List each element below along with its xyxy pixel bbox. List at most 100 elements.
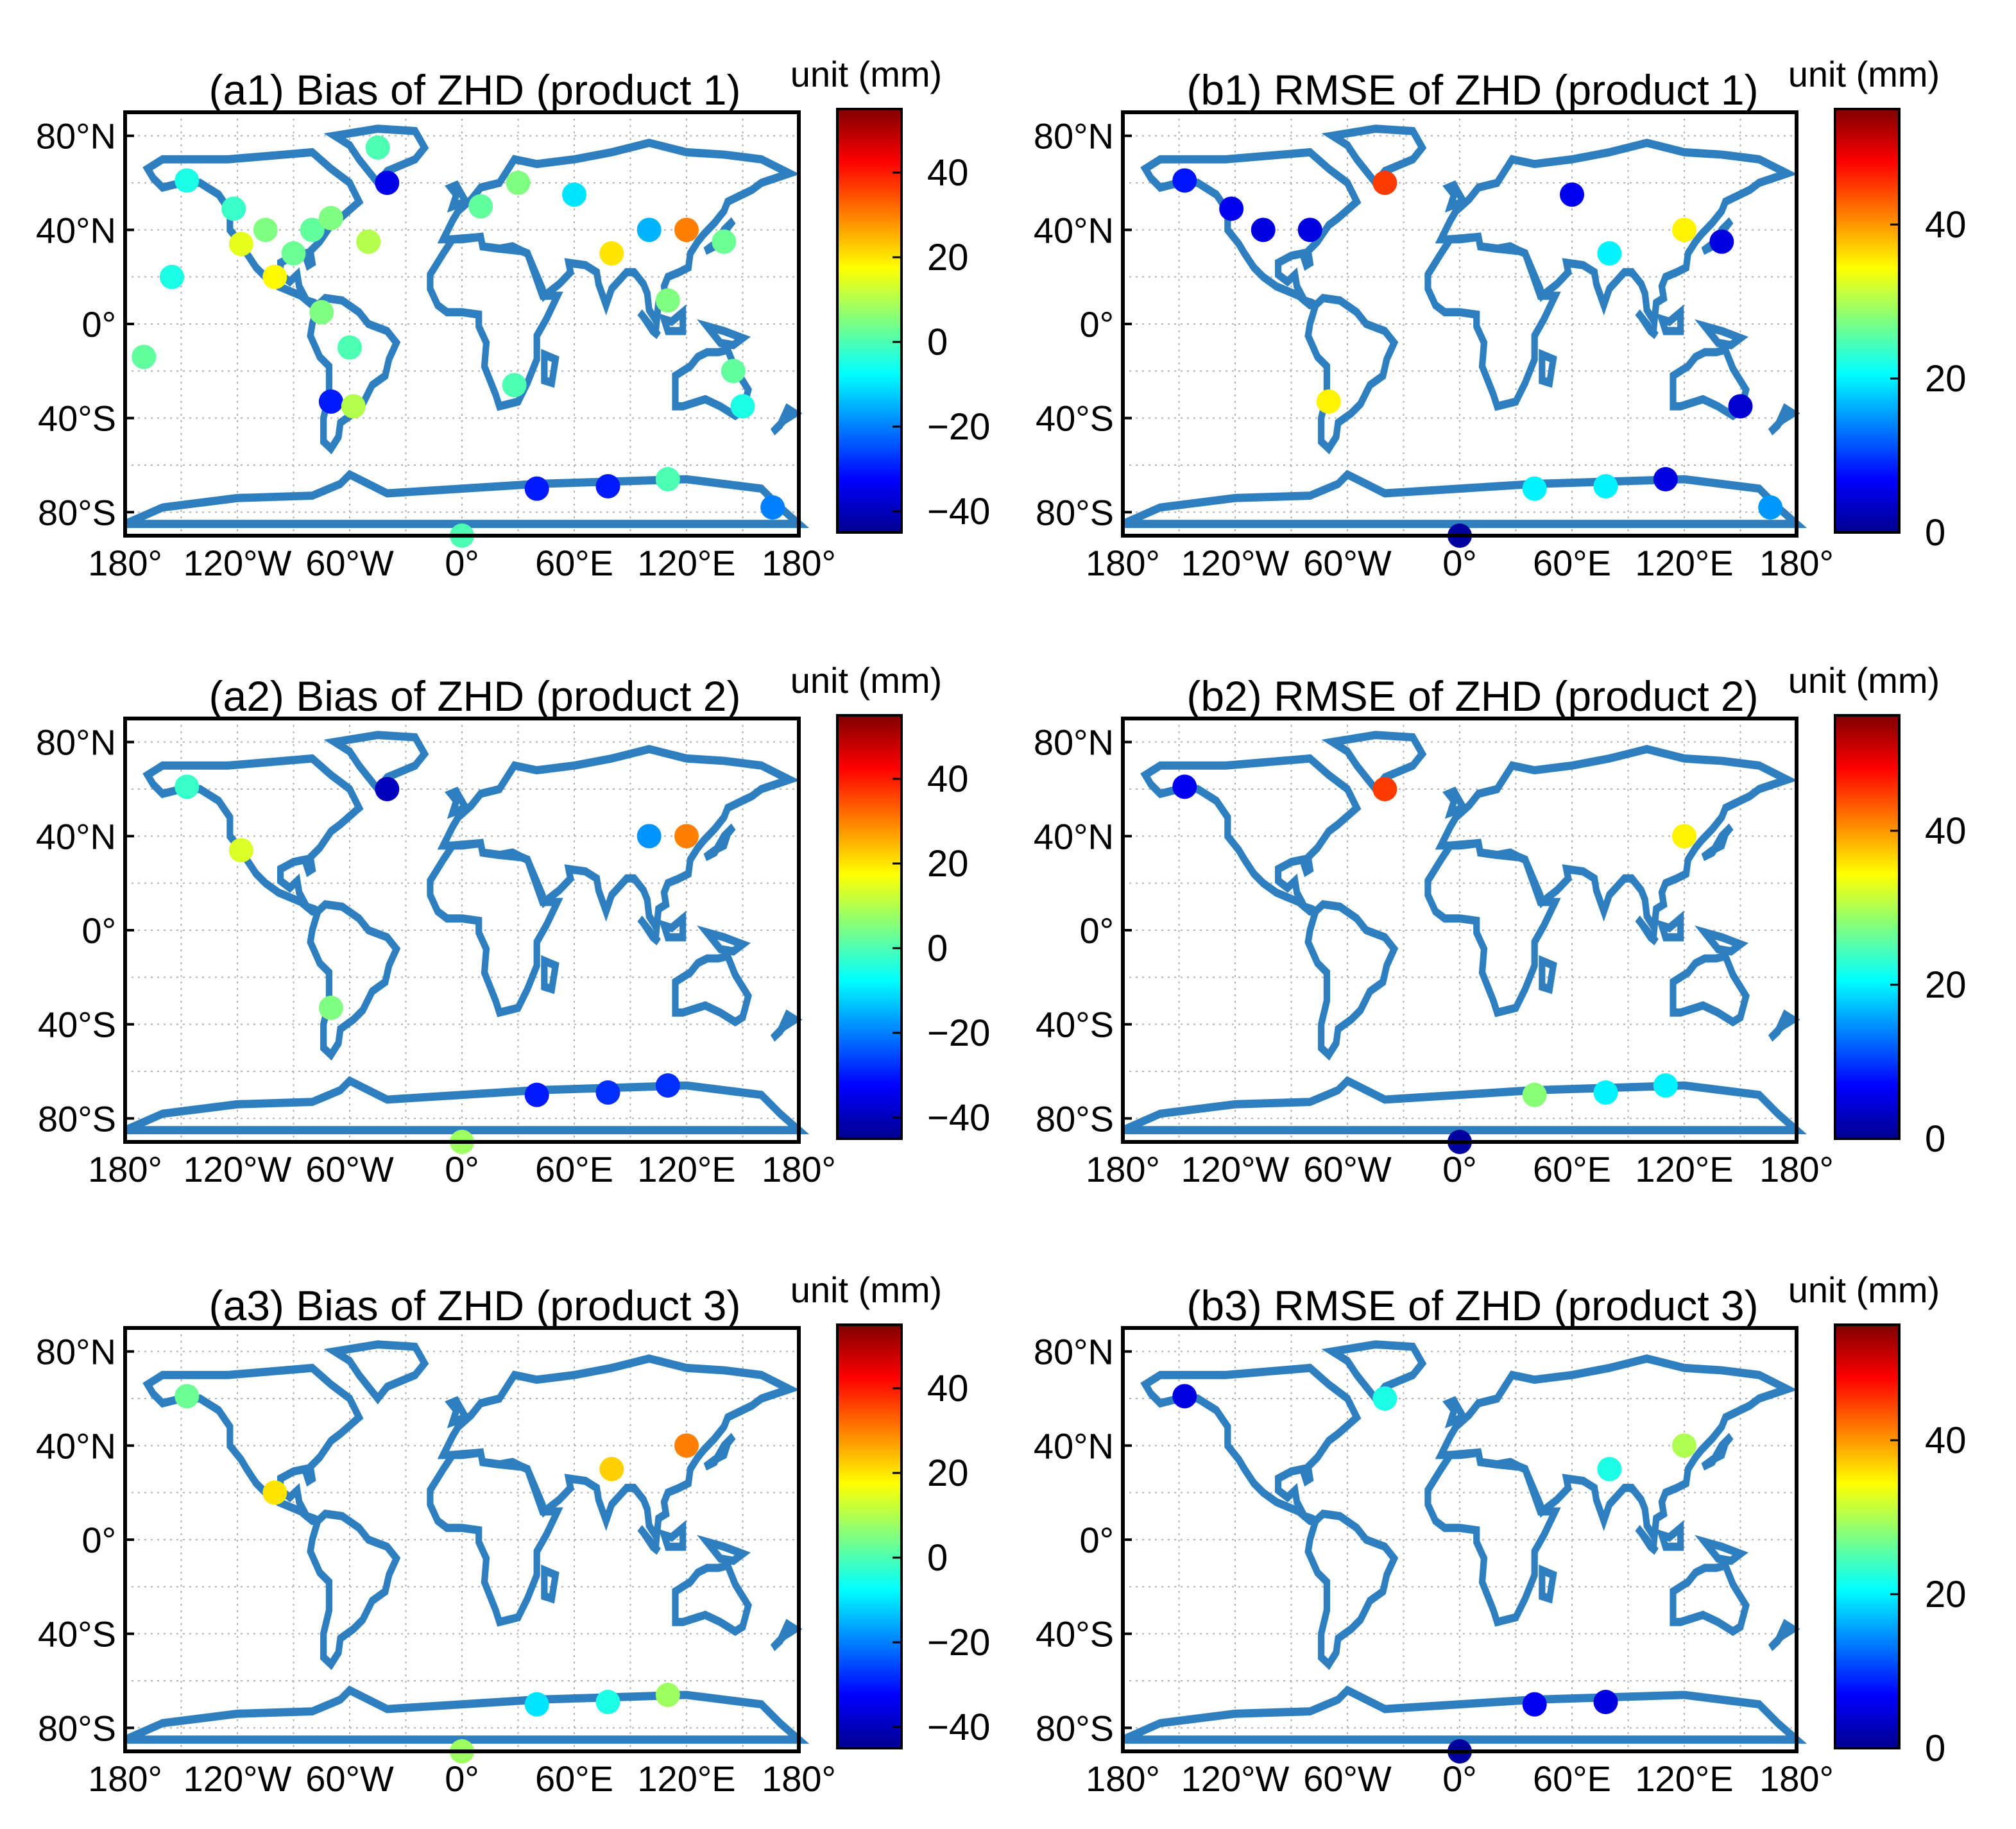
colorbar-unit-label: unit (mm) (790, 54, 942, 94)
lon-tick-label: 120°W (184, 1149, 292, 1189)
panels-root: (a1) Bias of ZHD (product 1) 80°N 40°N 0° 40… (36, 54, 1967, 1799)
lon-tick-label: 60°W (305, 543, 394, 583)
station-marker (1372, 171, 1397, 195)
panel-title: (a2) Bias of ZHD (product 2) (209, 672, 741, 720)
station-marker (760, 495, 785, 520)
station-marker (175, 1384, 200, 1409)
panel-b3: (b3) RMSE of ZHD (product 3) 80°N 40°N 0° 40… (1034, 1270, 1967, 1799)
colorbar-tick-label: 0 (1925, 1728, 1945, 1769)
station-marker (674, 1433, 699, 1458)
lat-tick-label: 0° (81, 304, 116, 345)
colorbar-tick-label: 40 (1925, 204, 1967, 246)
station-marker (1522, 476, 1547, 501)
colorbar-unit-label: unit (mm) (1788, 660, 1940, 701)
lon-tick-label: 0° (1442, 543, 1477, 583)
lon-tick-label: 0° (1442, 1758, 1477, 1799)
colorbar-tick-label: 40 (1925, 810, 1967, 852)
station-marker (721, 359, 746, 384)
panel-title: (a1) Bias of ZHD (product 1) (209, 66, 741, 114)
station-marker (730, 394, 755, 419)
station-marker (1758, 495, 1783, 520)
lat-tick-label: 80°S (38, 1098, 116, 1139)
station-marker (599, 241, 624, 266)
lat-tick-label: 40°S (1036, 398, 1114, 439)
lat-tick-label: 80°S (38, 1708, 116, 1748)
lon-tick-label: 180° (1086, 1758, 1160, 1799)
colorbar-unit-label: unit (mm) (1788, 54, 1940, 94)
station-marker (365, 135, 390, 160)
station-marker (674, 217, 699, 242)
station-marker (262, 264, 287, 289)
station-marker (506, 171, 531, 195)
lat-tick-label: 80°N (1034, 116, 1114, 157)
colorbar-tick-label: 0 (927, 1537, 948, 1579)
lat-tick-label: 40°N (1034, 816, 1114, 856)
station-marker (562, 182, 586, 207)
colorbar-tick-label: 20 (927, 1452, 969, 1494)
station-marker (1593, 1080, 1618, 1105)
lat-tick-label: 80°S (1036, 492, 1114, 532)
lat-tick-label: 0° (1079, 304, 1114, 345)
station-marker (636, 217, 662, 242)
station-marker (595, 474, 620, 498)
panel-b1: (b1) RMSE of ZHD (product 1) 80°N 40°N 0° 40… (1034, 54, 1967, 583)
lon-tick-label: 180° (762, 1149, 836, 1189)
lon-tick-label: 120°W (1181, 1758, 1290, 1799)
station-marker (1316, 389, 1341, 414)
lon-tick-label: 180° (88, 1758, 162, 1799)
station-marker (1297, 217, 1322, 242)
lon-tick-label: 0° (445, 543, 479, 583)
station-marker (375, 171, 400, 195)
lon-tick-label: 60°E (535, 543, 613, 583)
lat-tick-label: 80°N (36, 116, 116, 157)
station-marker (1372, 777, 1397, 801)
panel-title: (a3) Bias of ZHD (product 3) (209, 1282, 741, 1329)
station-markers (132, 135, 785, 548)
lat-tick-label: 40°S (38, 1005, 116, 1045)
station-markers (175, 774, 699, 1154)
colorbar-tick-label: 40 (927, 758, 969, 800)
station-marker (595, 1690, 620, 1714)
colorbar (836, 1323, 903, 1749)
lat-tick-label: 80°N (36, 722, 116, 763)
station-marker (524, 1082, 549, 1107)
lat-tick-label: 80°N (36, 1332, 116, 1372)
station-marker (175, 774, 200, 799)
station-marker (262, 1480, 287, 1505)
station-marker (318, 996, 343, 1020)
station-marker (281, 241, 306, 266)
station-marker (1593, 474, 1618, 498)
station-marker (1522, 1082, 1547, 1107)
lat-tick-label: 0° (81, 1520, 116, 1560)
station-marker (159, 264, 184, 289)
colorbar-tick-label: −40 (927, 491, 990, 532)
colorbar-tick-label: 20 (1925, 1574, 1967, 1615)
lat-tick-label: 40°S (38, 398, 116, 439)
station-marker (655, 1683, 680, 1707)
colorbar-tick-label: 40 (927, 1368, 969, 1409)
lat-tick-label: 40°N (36, 1425, 116, 1466)
colorbar (1834, 1323, 1901, 1749)
panel-b2: (b2) RMSE of ZHD (product 2) 80°N 40°N 0° 40… (1034, 660, 1967, 1189)
lon-tick-label: 60°W (1303, 1758, 1392, 1799)
station-marker (1522, 1692, 1547, 1717)
lon-tick-label: 120°E (637, 1149, 735, 1189)
station-marker (228, 232, 253, 257)
station-marker (1560, 182, 1584, 207)
colorbar-unit-label: unit (mm) (1788, 1270, 1940, 1310)
colorbar-tick-label: 40 (1925, 1420, 1967, 1461)
station-markers (1172, 1384, 1696, 1764)
panel-a3: (a3) Bias of ZHD (product 3) 80°N 40°N 0° 40… (36, 1270, 991, 1799)
lat-tick-label: 40°N (1034, 1425, 1114, 1466)
colorbar-tick-label: −20 (927, 1012, 990, 1054)
lon-tick-label: 0° (445, 1149, 479, 1189)
lat-tick-label: 0° (1079, 910, 1114, 951)
colorbar-tick-label: 20 (1925, 358, 1967, 400)
station-marker (1672, 1433, 1696, 1458)
station-marker (468, 194, 493, 219)
station-marker (1219, 196, 1244, 221)
colorbar-tick-label: 0 (927, 928, 948, 969)
station-marker (132, 345, 157, 370)
lat-tick-label: 0° (1079, 1520, 1114, 1560)
lat-tick-label: 40°N (1034, 210, 1114, 250)
